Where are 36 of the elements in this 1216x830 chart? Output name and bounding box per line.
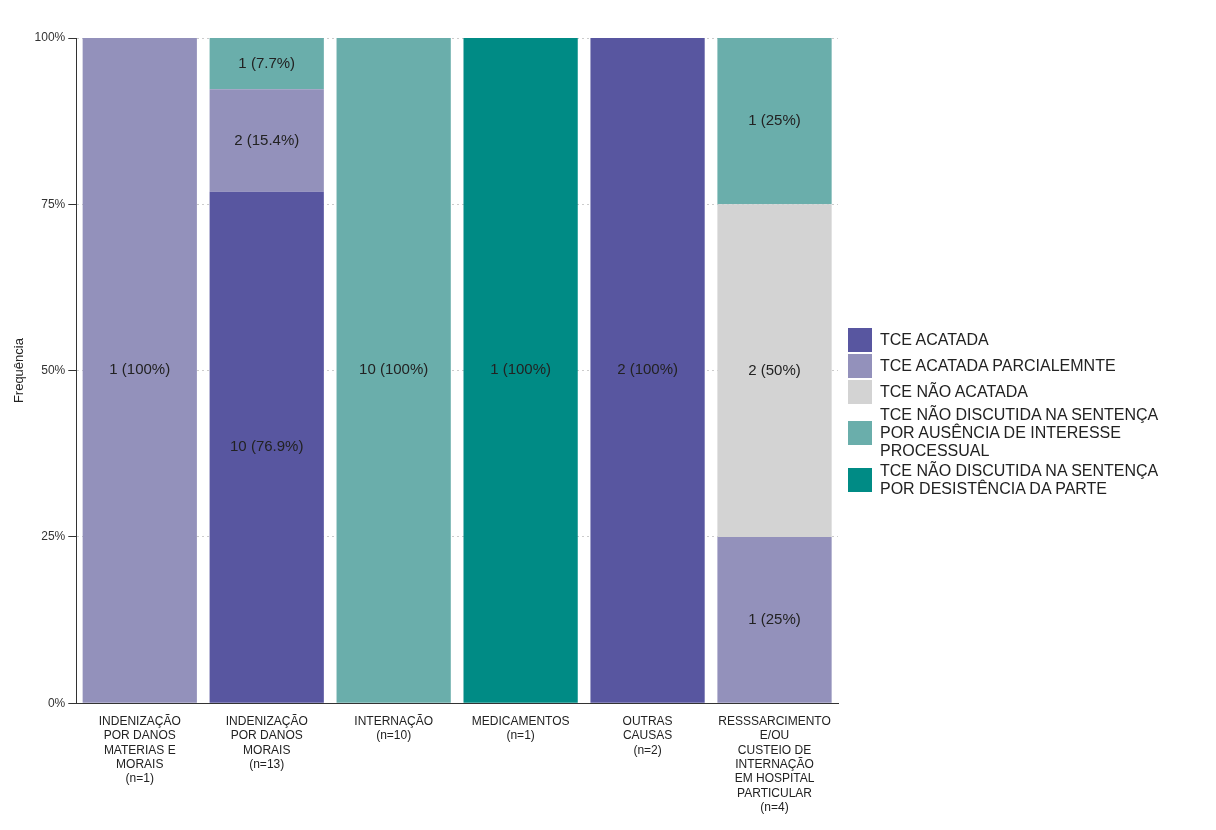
data-label: 1 (25%) bbox=[748, 111, 801, 129]
bar bbox=[82, 38, 197, 703]
data-label: 1 (25%) bbox=[748, 609, 801, 627]
data-label: 2 (50%) bbox=[748, 360, 801, 378]
bar bbox=[717, 536, 832, 703]
legend-label: TCE NÃO DISCUTIDA NA SENTENÇA POR DESISTÊNCIA DA PARTE bbox=[880, 462, 1159, 498]
data-label: 2 (15.4%) bbox=[234, 130, 300, 148]
data-label: 1 (7.7%) bbox=[238, 53, 296, 71]
x-tick-label: INDENIZAÇÃO POR DANOS MATERIAS E MORAIS (n=1) bbox=[98, 713, 181, 786]
x-tick-label: INTERNAÇÃO (n=10) bbox=[354, 713, 434, 743]
bar bbox=[590, 38, 705, 703]
bar bbox=[717, 38, 832, 205]
y-tick-label: 0% bbox=[47, 695, 66, 710]
data-label: 2 (100%) bbox=[617, 360, 679, 378]
y-tick-label: 25% bbox=[41, 529, 66, 544]
bar bbox=[209, 89, 324, 192]
legend-label: TCE ACATADA bbox=[880, 331, 990, 349]
bar bbox=[463, 38, 578, 703]
y-axis-title: Frequência bbox=[11, 337, 27, 404]
legend-label: TCE ACATADA PARCIALEMNTE bbox=[880, 357, 1117, 375]
bar bbox=[209, 191, 324, 703]
data-label: 10 (100%) bbox=[359, 360, 429, 378]
x-tick-label: MEDICAMENTOS (n=1) bbox=[471, 713, 570, 743]
legend-label: TCE NÃO ACATADA bbox=[880, 383, 1029, 401]
y-tick-label: 100% bbox=[34, 30, 66, 45]
data-label: 1 (100%) bbox=[490, 360, 552, 378]
data-label: 1 (100%) bbox=[109, 360, 171, 378]
y-tick-label: 75% bbox=[41, 196, 66, 211]
data-label: 10 (76.9%) bbox=[230, 437, 304, 455]
legend-label: TCE NÃO DISCUTIDA NA SENTENÇA POR AUSÊNCIA DE INTERESSE PROCESSUAL bbox=[880, 406, 1159, 460]
x-tick-label: INDENIZAÇÃO POR DANOS MORAIS (n=13) bbox=[225, 713, 308, 771]
x-tick-label: OUTRAS CAUSAS (n=2) bbox=[622, 713, 673, 757]
x-tick-label: RESSSARCIMENTO E/OU CUSTEIO DE INTERNAÇÃO EM HOSPITAL PARTICULAR (n=4) bbox=[718, 713, 831, 815]
bar bbox=[209, 38, 324, 90]
bar bbox=[336, 38, 451, 703]
y-tick-label: 50% bbox=[41, 362, 66, 377]
